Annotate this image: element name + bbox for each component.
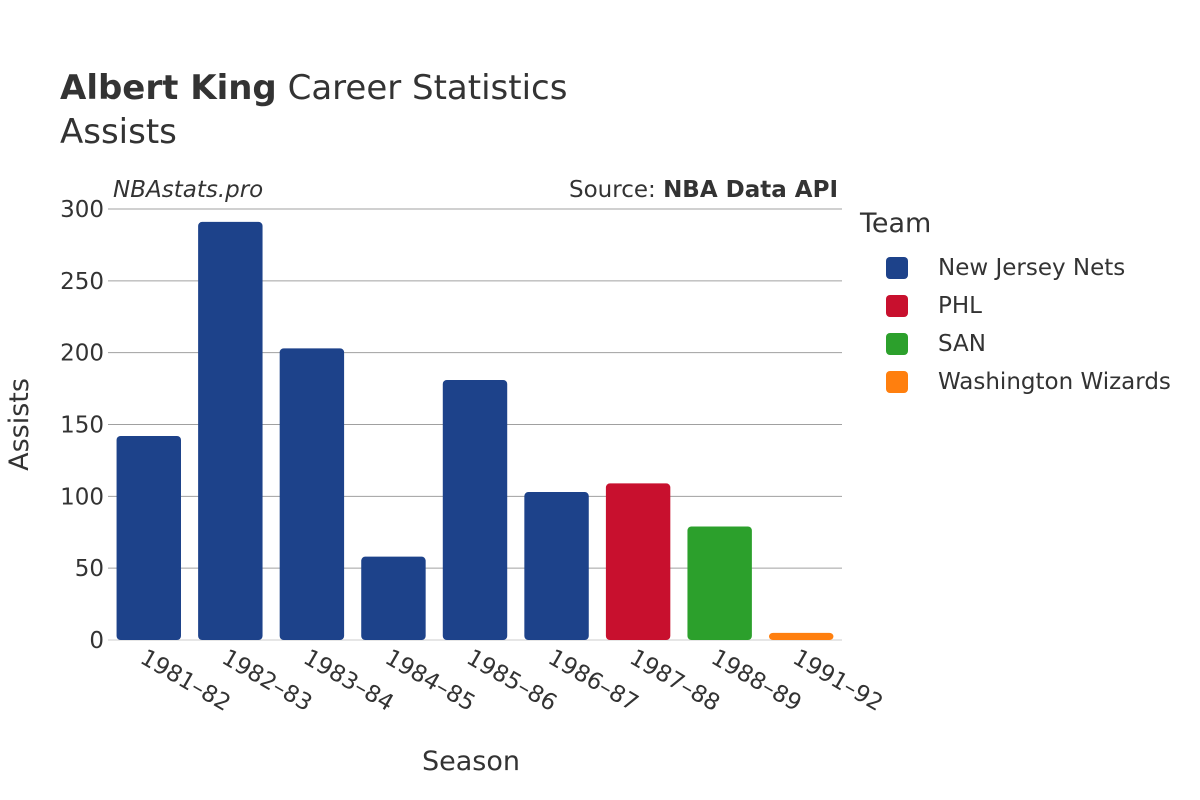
bar xyxy=(116,435,181,640)
x-tick-label: 1983–84 xyxy=(299,645,398,717)
y-tick-label: 50 xyxy=(75,556,104,582)
x-tick-label: 1981–82 xyxy=(136,645,235,717)
legend-label: SAN xyxy=(938,331,986,357)
x-tick-label: 1991–92 xyxy=(788,645,887,717)
title-rest: Career Statistics xyxy=(276,68,568,108)
legend-label: PHL xyxy=(938,293,982,319)
legend: Team New Jersey Nets PHL SAN Washington … xyxy=(860,208,1171,401)
x-tick-label: 1982–83 xyxy=(217,645,316,717)
legend-swatch xyxy=(886,295,908,317)
x-tick-label: 1987–88 xyxy=(625,645,724,717)
x-tick-label: 1986–87 xyxy=(544,645,643,717)
bar xyxy=(442,379,508,640)
bar xyxy=(198,221,263,640)
x-tick-label: 1985–86 xyxy=(462,645,561,717)
bar xyxy=(524,492,589,640)
legend-item-washington-wizards[interactable]: Washington Wizards xyxy=(860,363,1171,401)
y-axis-title: Assists xyxy=(4,378,35,471)
bar xyxy=(279,348,345,640)
y-tick-label: 0 xyxy=(89,628,104,654)
x-tick-label: 1988–89 xyxy=(707,645,806,717)
legend-item-new-jersey-nets[interactable]: New Jersey Nets xyxy=(860,249,1171,287)
legend-swatch xyxy=(886,333,908,355)
bar xyxy=(361,556,426,640)
legend-swatch xyxy=(886,257,908,279)
chart-subtitle: Assists xyxy=(60,112,177,152)
y-tick-label: 300 xyxy=(60,197,104,223)
y-tick-label: 200 xyxy=(60,341,104,367)
legend-swatch xyxy=(886,371,908,393)
bar xyxy=(769,632,834,640)
legend-title: Team xyxy=(860,208,932,239)
source-credit: Source: NBA Data API xyxy=(569,177,838,203)
x-axis-title: Season xyxy=(422,746,520,777)
bar xyxy=(605,483,671,640)
chart-title: Albert King Career Statistics xyxy=(60,68,567,108)
legend-item-phl[interactable]: PHL xyxy=(860,287,1171,325)
legend-label: New Jersey Nets xyxy=(938,255,1126,281)
y-tick-label: 100 xyxy=(60,484,104,510)
source-name: NBA Data API xyxy=(663,177,838,203)
source-prefix: Source: xyxy=(569,177,664,203)
player-name: Albert King xyxy=(60,68,277,108)
y-tick-label: 250 xyxy=(60,269,104,295)
watermark: NBAstats.pro xyxy=(113,177,264,203)
legend-label: Washington Wizards xyxy=(938,369,1171,395)
bar xyxy=(687,526,752,640)
y-tick-label: 150 xyxy=(60,413,104,439)
x-tick-label: 1984–85 xyxy=(380,645,479,717)
legend-item-san[interactable]: SAN xyxy=(860,325,1171,363)
